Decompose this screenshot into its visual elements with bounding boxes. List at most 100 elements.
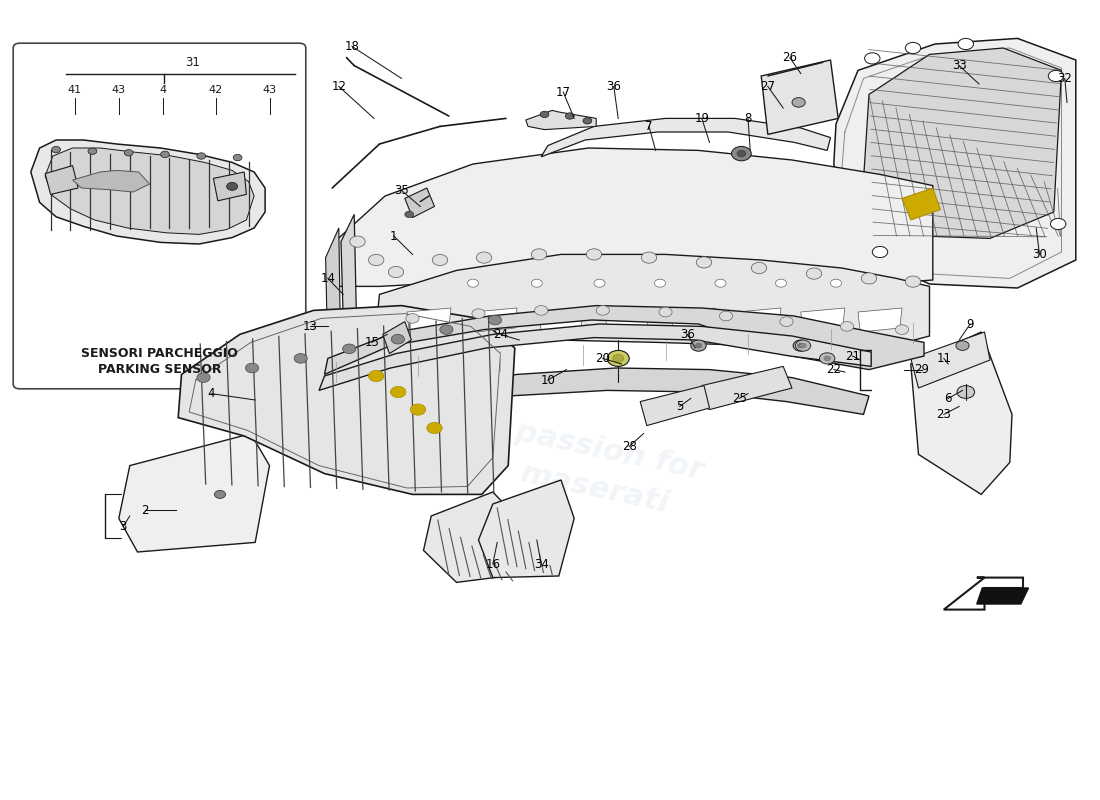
Circle shape <box>872 246 888 258</box>
Text: 43: 43 <box>263 85 276 94</box>
Circle shape <box>427 422 442 434</box>
Circle shape <box>432 254 448 266</box>
Polygon shape <box>911 332 1012 494</box>
Polygon shape <box>178 306 515 494</box>
Circle shape <box>737 150 746 157</box>
Circle shape <box>124 150 133 156</box>
Circle shape <box>294 354 307 363</box>
Circle shape <box>583 118 592 124</box>
Polygon shape <box>473 308 517 332</box>
Circle shape <box>390 386 406 398</box>
Polygon shape <box>45 148 254 234</box>
Circle shape <box>488 315 502 325</box>
Text: 27: 27 <box>760 80 775 93</box>
Text: 21: 21 <box>845 350 860 362</box>
Text: 5: 5 <box>676 400 683 413</box>
Circle shape <box>607 350 629 366</box>
Polygon shape <box>864 48 1062 238</box>
Polygon shape <box>383 322 411 354</box>
Polygon shape <box>944 578 1023 610</box>
Text: 4: 4 <box>208 387 214 400</box>
Circle shape <box>751 262 767 274</box>
Circle shape <box>440 325 453 334</box>
Polygon shape <box>671 308 715 332</box>
Circle shape <box>476 252 492 263</box>
Circle shape <box>958 38 974 50</box>
Circle shape <box>895 325 909 334</box>
Circle shape <box>88 148 97 154</box>
Text: SENSORI PARCHEGGIO: SENSORI PARCHEGGIO <box>81 347 238 360</box>
Circle shape <box>245 363 258 373</box>
Polygon shape <box>702 366 792 410</box>
Polygon shape <box>407 308 451 332</box>
Circle shape <box>406 314 419 323</box>
Circle shape <box>350 236 365 247</box>
Text: maserati: maserati <box>517 458 671 518</box>
Circle shape <box>535 306 548 315</box>
Polygon shape <box>328 148 933 286</box>
Polygon shape <box>326 228 341 410</box>
Polygon shape <box>319 324 871 390</box>
Circle shape <box>214 490 225 498</box>
Polygon shape <box>73 170 150 192</box>
Circle shape <box>565 113 574 119</box>
Text: 20: 20 <box>595 352 610 365</box>
Text: 33: 33 <box>952 59 967 72</box>
Circle shape <box>531 249 547 260</box>
Polygon shape <box>801 308 845 332</box>
Circle shape <box>197 153 206 159</box>
Circle shape <box>830 279 842 287</box>
Text: 22: 22 <box>826 363 842 376</box>
Circle shape <box>696 257 712 268</box>
Circle shape <box>343 344 356 354</box>
Circle shape <box>531 279 542 287</box>
Circle shape <box>861 273 877 284</box>
Circle shape <box>824 356 830 361</box>
Text: 13: 13 <box>302 320 318 333</box>
Circle shape <box>405 211 414 218</box>
Circle shape <box>540 111 549 118</box>
Circle shape <box>410 404 426 415</box>
Circle shape <box>594 279 605 287</box>
Text: 15: 15 <box>364 336 380 349</box>
Polygon shape <box>757 272 805 294</box>
Text: 17: 17 <box>556 86 571 98</box>
Polygon shape <box>478 480 574 578</box>
Polygon shape <box>31 140 265 244</box>
Circle shape <box>654 279 666 287</box>
Circle shape <box>368 254 384 266</box>
Circle shape <box>1048 70 1064 82</box>
Circle shape <box>586 249 602 260</box>
Polygon shape <box>902 188 940 220</box>
Polygon shape <box>737 308 781 332</box>
Polygon shape <box>449 272 497 294</box>
Text: 12: 12 <box>331 80 346 93</box>
Polygon shape <box>45 166 78 194</box>
Polygon shape <box>526 110 596 130</box>
Circle shape <box>695 343 702 348</box>
Circle shape <box>368 370 384 382</box>
Circle shape <box>956 341 969 350</box>
Text: 8: 8 <box>745 112 751 125</box>
Text: 36: 36 <box>680 328 695 341</box>
Text: 28: 28 <box>621 440 637 453</box>
Text: 10: 10 <box>540 374 556 386</box>
Text: 36: 36 <box>606 80 621 93</box>
Text: 31: 31 <box>185 56 200 69</box>
Polygon shape <box>324 306 924 374</box>
Circle shape <box>227 182 238 190</box>
Polygon shape <box>119 434 270 552</box>
Polygon shape <box>213 172 246 201</box>
Polygon shape <box>319 368 869 428</box>
Circle shape <box>392 334 405 344</box>
Circle shape <box>719 311 733 321</box>
Text: 35: 35 <box>394 184 409 197</box>
Text: 14: 14 <box>320 272 336 285</box>
Text: 19: 19 <box>694 112 710 125</box>
Circle shape <box>613 354 624 362</box>
Circle shape <box>1050 218 1066 230</box>
Polygon shape <box>605 308 649 332</box>
Polygon shape <box>541 118 830 157</box>
Polygon shape <box>341 214 358 396</box>
Circle shape <box>957 386 975 398</box>
